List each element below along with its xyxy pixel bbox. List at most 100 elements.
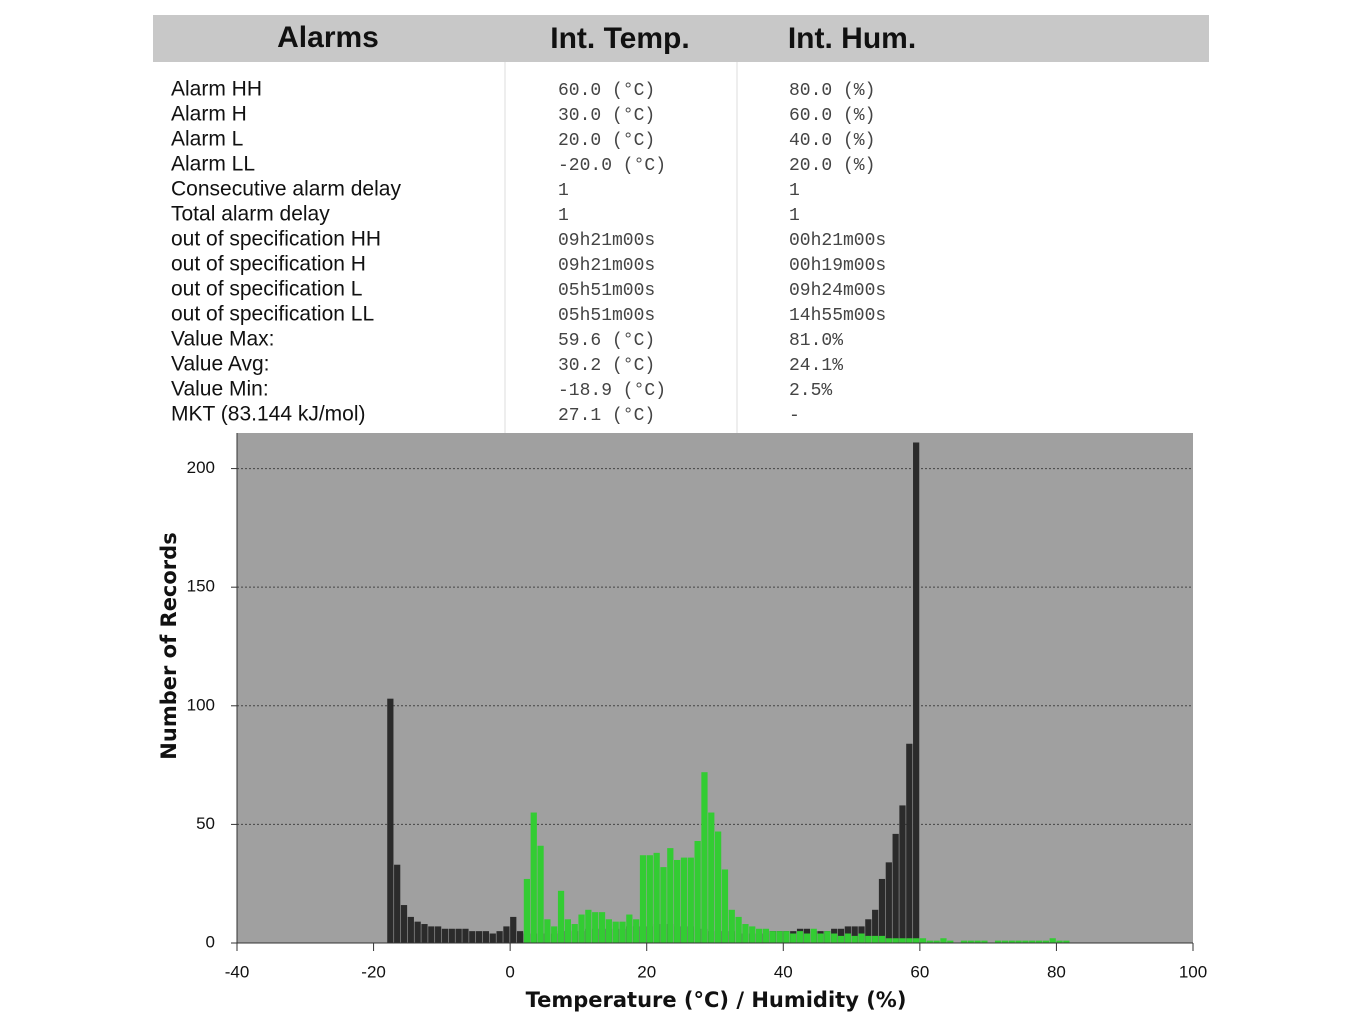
histogram-bar	[906, 743, 913, 943]
histogram-bar	[749, 926, 756, 943]
histogram-bar	[694, 841, 701, 943]
histogram-bar	[913, 442, 920, 943]
histogram-bar	[578, 914, 585, 943]
row-label: Alarm HH	[171, 78, 262, 101]
header-cell: Int. Temp.	[550, 22, 689, 55]
histogram-bar	[892, 938, 899, 943]
histogram-bar	[674, 859, 681, 943]
histogram-bar	[865, 935, 872, 943]
histogram-bar	[544, 919, 551, 943]
table-header-bar	[153, 15, 1209, 62]
histogram-bar	[680, 857, 688, 943]
histogram-bar	[899, 805, 906, 943]
histogram-bar	[605, 919, 612, 943]
histogram-bar	[913, 938, 920, 943]
histogram-bar	[1008, 940, 1015, 943]
y-tick-label: 100	[187, 695, 215, 714]
histogram-bar	[455, 928, 462, 943]
histogram-bar	[967, 940, 974, 943]
row-value: 30.2 (°C)	[558, 356, 655, 376]
histogram-bar	[462, 928, 469, 943]
histogram-bar	[394, 864, 401, 943]
histogram-bar	[981, 940, 988, 943]
row-label: Value Min:	[171, 378, 269, 401]
histogram-bar	[523, 878, 531, 943]
y-tick-label: 50	[196, 814, 215, 833]
histogram-bar	[571, 924, 578, 943]
y-tick-label: 200	[187, 458, 215, 477]
histogram-bar	[831, 933, 838, 943]
histogram-bar	[407, 916, 414, 943]
histogram-bar	[919, 938, 927, 943]
row-value: 1	[789, 206, 800, 226]
histogram-bar	[687, 857, 694, 943]
histogram-bar	[783, 931, 790, 943]
row-value: 60.0 (%)	[789, 106, 875, 126]
histogram-bar	[844, 933, 851, 943]
x-tick-label: 20	[637, 962, 656, 981]
histogram-bar	[551, 926, 558, 943]
histogram-bar	[1049, 938, 1056, 943]
row-label: Alarm LL	[171, 153, 255, 176]
histogram-bar	[469, 931, 476, 943]
row-value: 2.5%	[789, 381, 832, 401]
histogram-bar	[428, 926, 435, 943]
histogram-bar	[878, 878, 886, 943]
row-value: -20.0 (°C)	[558, 156, 666, 176]
x-axis-label: Temperature (°C) / Humidity (%)	[526, 988, 907, 1012]
row-value: 1	[789, 181, 800, 201]
histogram-bar	[742, 924, 749, 943]
histogram-bar	[974, 940, 981, 943]
row-value: 59.6 (°C)	[558, 331, 655, 351]
histogram-bar	[810, 928, 817, 943]
row-value: 30.0 (°C)	[558, 106, 655, 126]
histogram-bar	[865, 919, 872, 943]
row-value: 09h21m00s	[558, 231, 655, 251]
histogram-bar	[1015, 940, 1022, 943]
histogram-bar	[516, 931, 524, 943]
histogram-bar	[619, 921, 626, 943]
x-tick-label: -20	[361, 962, 386, 981]
row-label: out of specification L	[171, 278, 362, 301]
row-label: out of specification LL	[171, 303, 374, 326]
row-value: 1	[558, 181, 569, 201]
row-value: 1	[558, 206, 569, 226]
row-value: 81.0%	[789, 331, 843, 351]
histogram-bar	[899, 938, 906, 943]
histogram-bar	[892, 833, 899, 943]
histogram-bar	[448, 928, 455, 943]
x-tick-label: 40	[774, 962, 793, 981]
histogram-bar	[933, 940, 940, 943]
histogram-bar	[646, 855, 653, 943]
histogram-bar	[762, 928, 770, 943]
histogram-bar	[851, 926, 858, 943]
row-value: 00h19m00s	[789, 256, 886, 276]
histogram-bar	[626, 914, 633, 943]
row-value: 09h24m00s	[789, 281, 886, 301]
histogram-bar	[940, 938, 947, 943]
row-label: Value Avg:	[171, 353, 269, 376]
histogram-bar	[510, 916, 517, 943]
row-value: 60.0 (°C)	[558, 81, 655, 101]
row-value: 27.1 (°C)	[558, 406, 655, 426]
histogram-bar	[851, 935, 858, 943]
row-value: 00h21m00s	[789, 231, 886, 251]
histogram-bar	[769, 931, 776, 943]
x-tick-label: -40	[225, 962, 250, 981]
x-tick-label: 0	[505, 962, 514, 981]
histogram-bar	[653, 852, 660, 943]
histogram-bar	[612, 921, 619, 943]
histogram-bar	[858, 933, 865, 943]
histogram-bar	[496, 931, 503, 943]
histogram-bar	[482, 931, 490, 943]
histogram-bar	[735, 916, 742, 943]
histogram-bar	[885, 938, 892, 943]
histogram-bar	[1001, 940, 1009, 943]
histogram-bar	[585, 909, 592, 943]
histogram-bar	[476, 931, 483, 943]
histogram-bar	[660, 867, 667, 943]
histogram-bar	[435, 926, 442, 943]
histogram-bar	[1042, 940, 1049, 943]
histogram-bar	[885, 862, 892, 943]
histogram-bar	[906, 938, 913, 943]
